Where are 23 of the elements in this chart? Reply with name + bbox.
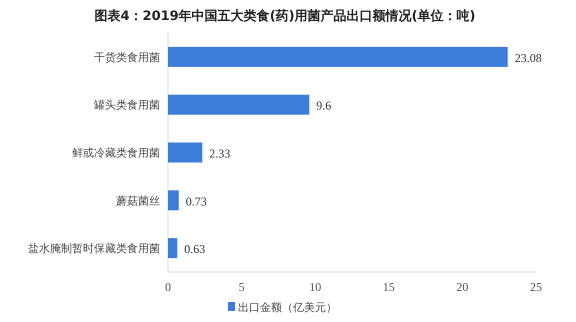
x-tick-label: 20	[456, 280, 468, 294]
y-tick-label: 盐水腌制暂时保藏类食用菌	[28, 242, 160, 256]
data-label: 9.6	[316, 98, 332, 113]
y-tick-label: 蘑菇菌丝	[116, 194, 160, 208]
y-tick-label: 干货类食用菌	[94, 50, 160, 64]
data-label: 23.08	[514, 50, 542, 65]
bar	[168, 142, 202, 162]
bar	[168, 46, 508, 67]
y-tick-label: 罐头类食用菌	[94, 98, 160, 112]
x-tick-label: 15	[382, 280, 395, 294]
bar	[168, 190, 179, 210]
legend-label: 出口金额（亿美元）	[238, 301, 337, 314]
y-tick-label: 鲜或冷藏类食用菌	[72, 146, 160, 160]
x-tick-label: 0	[165, 280, 171, 294]
x-tick-label: 10	[309, 280, 322, 294]
data-label: 2.33	[209, 146, 230, 160]
bar	[168, 94, 310, 115]
data-label: 0.63	[184, 242, 206, 256]
bar	[168, 238, 178, 258]
data-label: 0.73	[186, 194, 207, 208]
x-tick-label: 25	[530, 280, 542, 294]
chart-title: 图表4：2019年中国五大类食(药)用菌产品出口额情况(单位：吨)	[94, 8, 476, 24]
x-tick-label: 5	[238, 280, 245, 294]
